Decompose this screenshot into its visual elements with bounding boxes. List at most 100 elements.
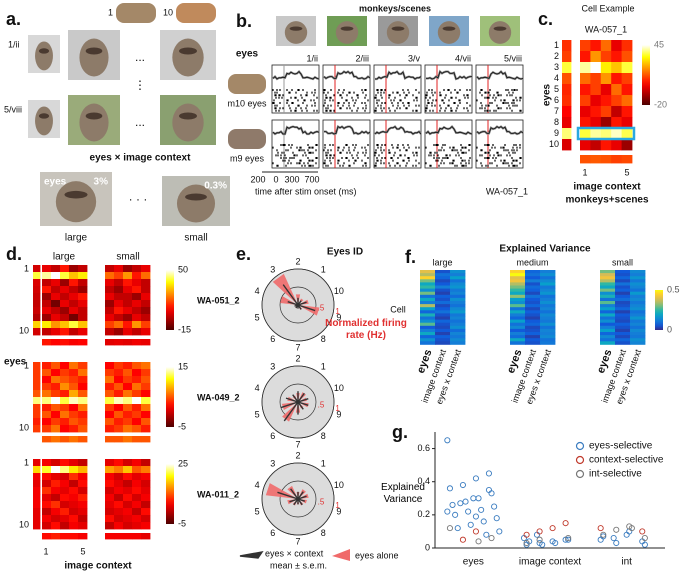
heatmap-cell [114, 390, 124, 398]
heatmap-cell [630, 285, 646, 289]
heatmap-cell [123, 418, 133, 426]
heatmap-cell [51, 314, 61, 322]
eye-id-label: 10 [334, 286, 344, 296]
eye-image [176, 3, 216, 23]
marginal-cell [33, 376, 41, 384]
y-tick-label: 0.4 [417, 476, 430, 486]
heatmap-cell [51, 515, 61, 523]
heatmap-cell [141, 487, 151, 495]
column-title: large [53, 252, 76, 263]
axis-label: image context [573, 182, 641, 193]
heatmap-cell [630, 341, 646, 345]
heatmap-cell [525, 316, 541, 320]
heatmap-cell [600, 282, 616, 286]
heatmap-cell [51, 369, 61, 377]
photo-subject [335, 21, 359, 44]
heatmap-cell [114, 404, 124, 412]
heatmap-cell [69, 272, 79, 280]
heatmap-cell [525, 301, 541, 305]
heatmap-cell [42, 272, 52, 280]
heatmap-cell [69, 404, 79, 412]
marginal-cell [562, 128, 572, 140]
heatmap-cell [141, 390, 151, 398]
heatmap-cell [510, 328, 526, 333]
heatmap-cell [132, 397, 142, 405]
photo-subject [488, 21, 512, 44]
heatmap-cell [450, 322, 466, 327]
heatmap-cell [141, 362, 151, 370]
heatmap-cell [78, 376, 88, 384]
heatmap-cell [450, 270, 466, 274]
heatmap-cell [123, 328, 133, 336]
heatmap-cell [420, 297, 436, 302]
eye-image [116, 3, 156, 23]
heatmap-cell [600, 335, 616, 339]
heatmap-cell [621, 51, 633, 63]
marginal-cell [562, 95, 572, 107]
heatmap-cell [590, 84, 602, 96]
eye-id-label: 10 [334, 480, 344, 490]
eye-image [228, 129, 266, 149]
heatmap-cell [435, 273, 451, 277]
heatmap-cell [69, 300, 79, 308]
heatmap-cell [525, 319, 541, 324]
heatmap-cell [510, 282, 526, 286]
heatmap-cell [621, 73, 633, 85]
legend-label: mean ± s.e.m. [270, 560, 327, 570]
heatmap-cell [42, 501, 52, 509]
photo-subject [55, 181, 97, 223]
heatmap-cell [611, 51, 622, 63]
heatmap-cell [630, 313, 646, 317]
marginal-cell [123, 533, 133, 540]
heatmap-cell [590, 40, 602, 52]
heatmap-cell [540, 328, 556, 333]
eyes-alone-wedge [265, 483, 298, 499]
heatmap-cell [51, 376, 61, 384]
eye-id-label: 1 [321, 459, 326, 469]
heatmap-cell [615, 282, 631, 286]
heatmap-cell [420, 338, 436, 342]
heatmap-cell [69, 515, 79, 523]
eye-id-label: 3 [270, 459, 275, 469]
heatmap-cell [450, 304, 466, 308]
heatmap-cell [60, 418, 70, 426]
point [600, 531, 607, 538]
point [523, 531, 530, 538]
heatmap-cell [420, 319, 436, 324]
eye-id-label: 3 [270, 265, 275, 275]
heatmap-cell [132, 473, 142, 481]
heatmap-cell [105, 459, 115, 467]
heatmap-cell [51, 425, 61, 433]
heatmap-cell [105, 314, 115, 322]
heatmap-cell [141, 369, 151, 377]
heatmap-cell [615, 288, 631, 293]
panel-label: d. [6, 244, 22, 264]
heatmap-cell [60, 390, 70, 398]
eye-id-label: 1 [321, 362, 326, 372]
x-tick-label: int [621, 557, 632, 568]
heatmap-cell [42, 411, 52, 419]
heatmap-cell [123, 508, 133, 516]
heatmap-cell [132, 487, 142, 495]
psth [272, 126, 320, 135]
colorbar-tick-label: -20 [654, 99, 667, 109]
heatmap-cell [615, 341, 631, 345]
heatmap-cell [69, 480, 79, 488]
heatmap-cell [630, 294, 646, 299]
marginal-cell [33, 321, 41, 329]
polar-ring [279, 286, 317, 324]
point [472, 513, 479, 520]
heatmap-cell [435, 341, 451, 345]
marginal-cell [562, 139, 572, 151]
heatmap-cell [114, 487, 124, 495]
heatmap-cell [141, 286, 151, 294]
heatmap-cell [600, 294, 616, 299]
heatmap-cell [621, 40, 633, 52]
heatmap-cell [525, 291, 541, 296]
column-title: small [116, 252, 139, 263]
heatmap-cell [435, 294, 451, 299]
panel-title: Cell Example [581, 3, 634, 13]
heatmap-cell [630, 282, 646, 286]
heatmap-cell [132, 362, 142, 370]
heatmap-cell [114, 522, 124, 530]
